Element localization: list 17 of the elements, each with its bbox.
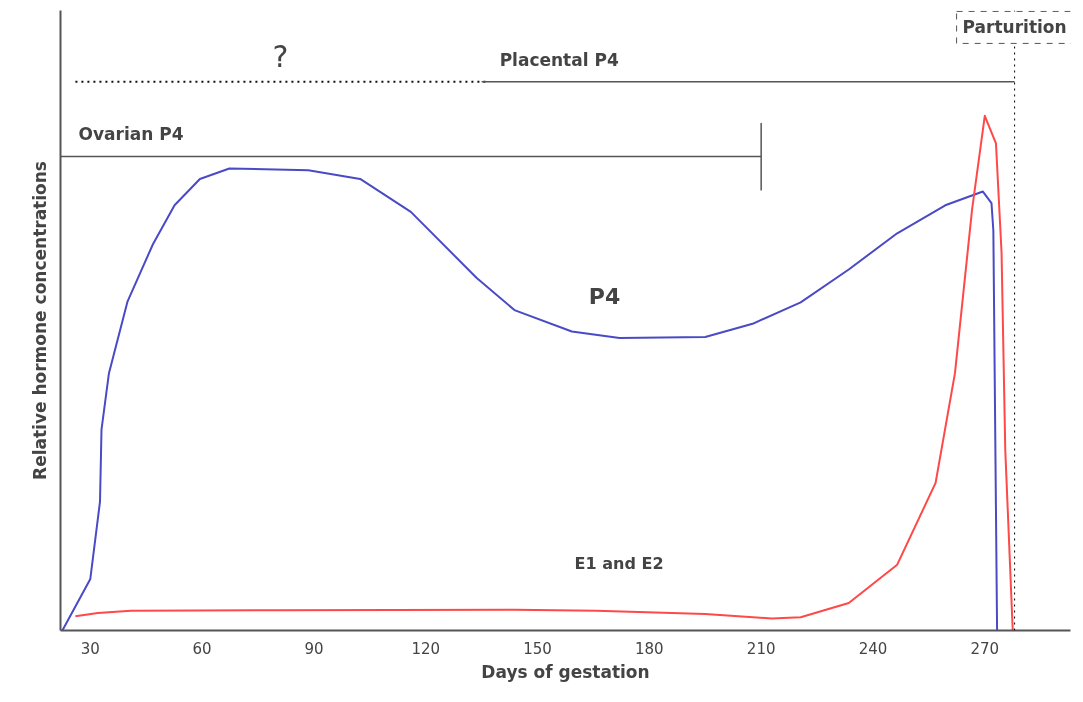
annotation: Placental P4 (499, 49, 619, 70)
x-tick-label: 120 (411, 639, 441, 658)
ref-line-label: Parturition (962, 17, 1067, 38)
x-tick-label: 180 (635, 639, 664, 658)
x-tick-label: 150 (523, 639, 552, 658)
annotation: Ovarian P4 (78, 124, 184, 145)
series-label: P4 (588, 283, 621, 309)
x-tick-label: 270 (970, 639, 1000, 658)
x-tick-label: 60 (192, 639, 212, 658)
x-tick-label: 90 (304, 639, 324, 658)
y-axis-title: Relative hormone concentrations (29, 161, 50, 480)
x-tick-label: 210 (746, 639, 776, 658)
x-tick-label: 30 (80, 639, 100, 658)
x-axis-title: Days of gestation (481, 661, 650, 682)
text: E1 and E2 (574, 554, 664, 574)
x-tick-label: 240 (858, 639, 888, 658)
annotation: ? (272, 38, 289, 74)
